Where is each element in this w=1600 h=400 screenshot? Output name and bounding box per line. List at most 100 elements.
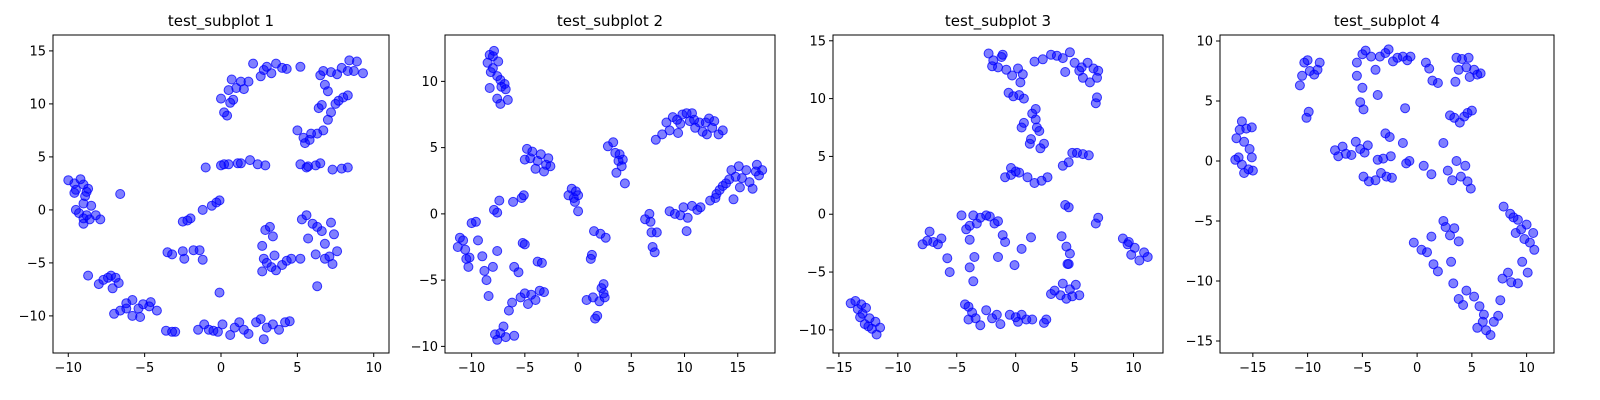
data-point (1064, 47, 1075, 58)
data-point (1385, 151, 1396, 162)
data-point (1529, 244, 1540, 255)
data-point (590, 313, 601, 324)
data-point (284, 316, 295, 327)
data-point (463, 261, 474, 272)
data-point (1312, 64, 1323, 75)
data-point (1129, 242, 1140, 253)
data-point (1016, 122, 1027, 133)
data-point (498, 321, 509, 332)
data-point (750, 166, 761, 177)
data-point (1426, 231, 1437, 242)
y-tick-label: −5 (419, 274, 438, 289)
data-point (1236, 116, 1247, 127)
data-point (1084, 77, 1095, 88)
data-point (332, 246, 343, 257)
x-tick-label: 0 (574, 361, 582, 376)
data-point (1297, 70, 1308, 81)
data-point (1522, 267, 1533, 278)
data-point (269, 250, 280, 261)
data-point (1022, 172, 1033, 183)
data-point (1517, 256, 1528, 267)
data-point (267, 231, 278, 242)
y-tick-label: −5 (1194, 215, 1213, 230)
data-point (924, 226, 935, 237)
data-point (212, 326, 223, 337)
x-tick-label: 10 (365, 361, 382, 376)
data-point (1090, 98, 1101, 109)
data-point (257, 240, 268, 251)
x-tick-label: −10 (458, 361, 485, 376)
data-point (1063, 202, 1074, 213)
data-point (1009, 260, 1020, 271)
data-point (318, 125, 329, 136)
data-point (1495, 295, 1506, 306)
data-point (1017, 69, 1028, 80)
data-point (197, 204, 208, 215)
data-point (993, 216, 1003, 227)
data-point (598, 279, 609, 290)
data-point (115, 189, 126, 199)
data-point (1042, 172, 1053, 183)
x-tick-label: 15 (729, 361, 746, 376)
data-point (981, 305, 992, 316)
data-point (717, 125, 728, 136)
x-tick-label: −15 (825, 361, 852, 376)
data-point (145, 297, 156, 308)
y-tick-label: −5 (27, 256, 46, 271)
data-point (1246, 152, 1257, 163)
data-point (329, 229, 339, 240)
data-point (711, 189, 722, 199)
data-point (1432, 78, 1443, 88)
data-point (1460, 160, 1471, 171)
data-point (358, 68, 368, 79)
data-point (600, 232, 611, 243)
y-tick-label: −5 (807, 266, 826, 281)
data-point (507, 297, 518, 308)
data-point (508, 196, 519, 207)
data-point (651, 227, 662, 238)
data-point (1061, 241, 1072, 252)
data-point (1508, 212, 1519, 223)
y-tick-label: −10 (799, 323, 826, 338)
subplot-1: test_subplot 1 −10 −5 0 5 10 −10 −5 0 5 10 15 (19, 12, 390, 376)
data-point (1024, 138, 1035, 149)
data-point (968, 276, 979, 287)
data-point (728, 194, 739, 205)
data-point (167, 249, 178, 260)
data-point (984, 211, 995, 222)
y-tick-label: 5 (430, 141, 438, 156)
data-point (214, 195, 225, 206)
x-tick-label: −10 (884, 361, 911, 376)
data-point (235, 158, 246, 169)
data-point (513, 267, 524, 278)
data-point (983, 48, 994, 59)
data-point (500, 84, 511, 95)
data-point (1016, 243, 1027, 254)
data-point (197, 254, 208, 265)
axes-frame (1219, 34, 1555, 354)
data-point (487, 261, 498, 272)
data-point (573, 206, 584, 217)
data-point (281, 63, 292, 74)
data-point (260, 160, 271, 171)
data-point (342, 90, 353, 101)
data-point (326, 217, 336, 228)
y-tick-label: 0 (430, 207, 438, 222)
data-point (481, 275, 492, 286)
data-point (179, 253, 190, 264)
y-tick-label: 0 (38, 203, 46, 218)
data-point (255, 314, 266, 325)
data-point (1383, 44, 1394, 55)
data-point (243, 76, 254, 87)
data-point (151, 305, 162, 316)
data-point (681, 226, 692, 237)
data-point (870, 316, 881, 327)
x-tick-label: 10 (1518, 361, 1535, 376)
y-tick-label: 15 (809, 34, 826, 49)
data-point (214, 287, 225, 298)
data-point (1465, 183, 1476, 194)
y-tick-label: −10 (1186, 275, 1213, 290)
data-point (1448, 278, 1459, 289)
data-point (1247, 165, 1258, 176)
